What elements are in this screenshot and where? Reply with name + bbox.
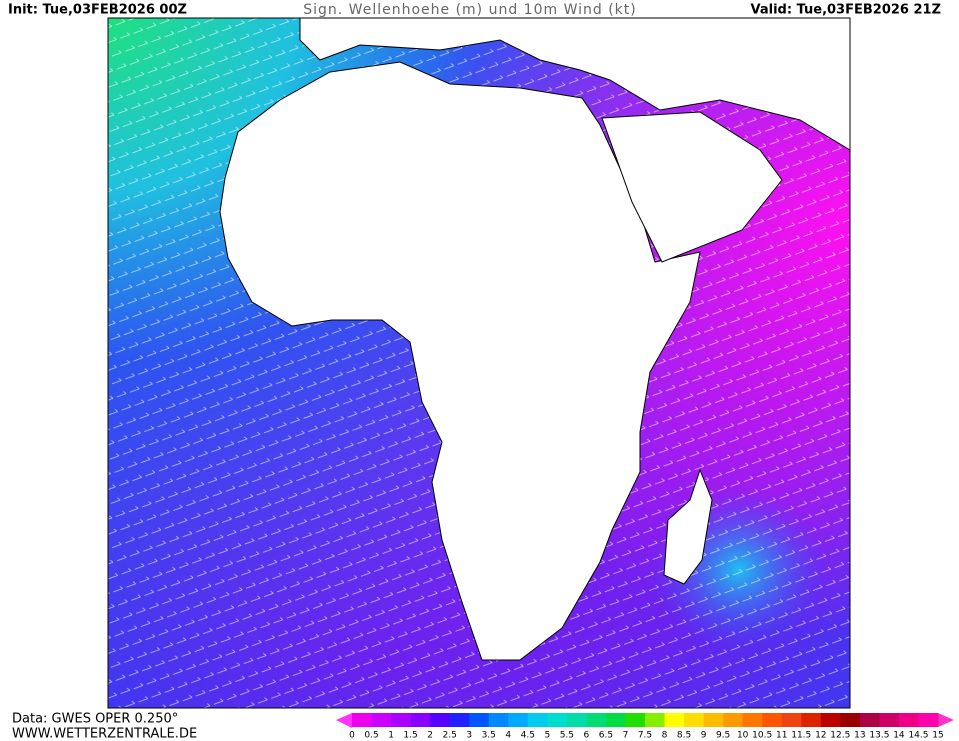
map-title: Sign. Wellenhoehe (m) und 10m Wind (kt) [303,2,636,18]
colorbar-swatch [352,713,373,727]
map [107,17,851,709]
colorbar-swatch [371,713,392,727]
colorbar-label: 12.5 [830,731,850,741]
colorbar-label: 7.5 [638,731,652,741]
colorbar-swatch [625,713,646,727]
colorbar-swatch [840,713,861,727]
colorbar-swatch [586,713,607,727]
colorbar-label: 9 [701,731,707,741]
colorbar-label: 10.5 [752,731,772,741]
colorbar-label: 5 [544,731,550,741]
colorbar-label: 10 [737,731,749,741]
colorbar-label: 0.5 [364,731,378,741]
colorbar-label: 14.5 [908,731,928,741]
colorbar-label: 8 [662,731,668,741]
colorbar-swatch [566,713,587,727]
colorbar-swatch [859,713,880,727]
colorbar-label: 3 [466,731,472,741]
colorbar-swatch [469,713,490,727]
colorbar-swatch [391,713,412,727]
colorbar-label: 13 [854,731,865,741]
data-source: Data: GWES OPER 0.250° [12,712,178,727]
africa [219,61,701,661]
colorbar-label: 5.5 [560,731,574,741]
colorbar-arrow-right [938,713,954,727]
colorbar-label: 0 [349,731,355,741]
colorbar-swatch [898,713,919,727]
website: WWW.WETTERZENTRALE.DE [12,727,197,741]
colorbar-label: 2.5 [443,731,457,741]
colorbar-label: 12 [815,731,826,741]
colorbar-label: 13.5 [869,731,889,741]
colorbar-swatch [781,713,802,727]
colorbar: 0 0.5 1 1.5 2 2.5 3 3.5 4 4.5 5 5.5 6 6.5 7 7.5 8 8.5 9 9.5… [336,713,954,741]
valid-time: Valid: Tue,03FEB2026 21Z [751,3,942,18]
colorbar-label: 14 [893,731,905,741]
colorbar-label: 11.5 [791,731,811,741]
colorbar-label: 2 [427,731,433,741]
colorbar-label: 3.5 [482,731,496,741]
colorbar-swatch [918,713,939,727]
colorbar-label: 11 [776,731,787,741]
colorbar-label: 1.5 [403,731,417,741]
colorbar-swatch [449,713,470,727]
europe [299,17,851,151]
colorbar-swatch [488,713,509,727]
arabia [601,111,783,263]
colorbar-swatch [527,713,548,727]
colorbar-swatch [645,713,666,727]
colorbar-swatch [430,713,451,727]
colorbar-swatch [820,713,841,727]
colorbar-label: 4 [505,731,511,741]
init-time: Init: Tue,03FEB2026 00Z [8,3,187,18]
colorbar-label: 1 [388,731,394,741]
colorbar-swatch [547,713,568,727]
colorbar-label: 8.5 [677,731,691,741]
colorbar-label: 15 [932,731,943,741]
colorbar-label: 9.5 [716,731,730,741]
colorbar-swatch [684,713,705,727]
colorbar-label: 7 [623,731,629,741]
colorbar-swatch [762,713,783,727]
colorbar-swatch [703,713,724,727]
colorbar-label: 6 [584,731,590,741]
colorbar-arrow-left [336,713,352,727]
colorbar-swatch [879,713,900,727]
colorbar-swatch [605,713,626,727]
colorbar-swatch [801,713,822,727]
colorbar-swatch [410,713,431,727]
colorbar-label: 6.5 [599,731,613,741]
colorbar-swatch [723,713,744,727]
madagascar [663,468,713,585]
colorbar-swatch [508,713,529,727]
colorbar-label: 4.5 [521,731,535,741]
colorbar-swatch [664,713,685,727]
colorbar-swatch [742,713,763,727]
